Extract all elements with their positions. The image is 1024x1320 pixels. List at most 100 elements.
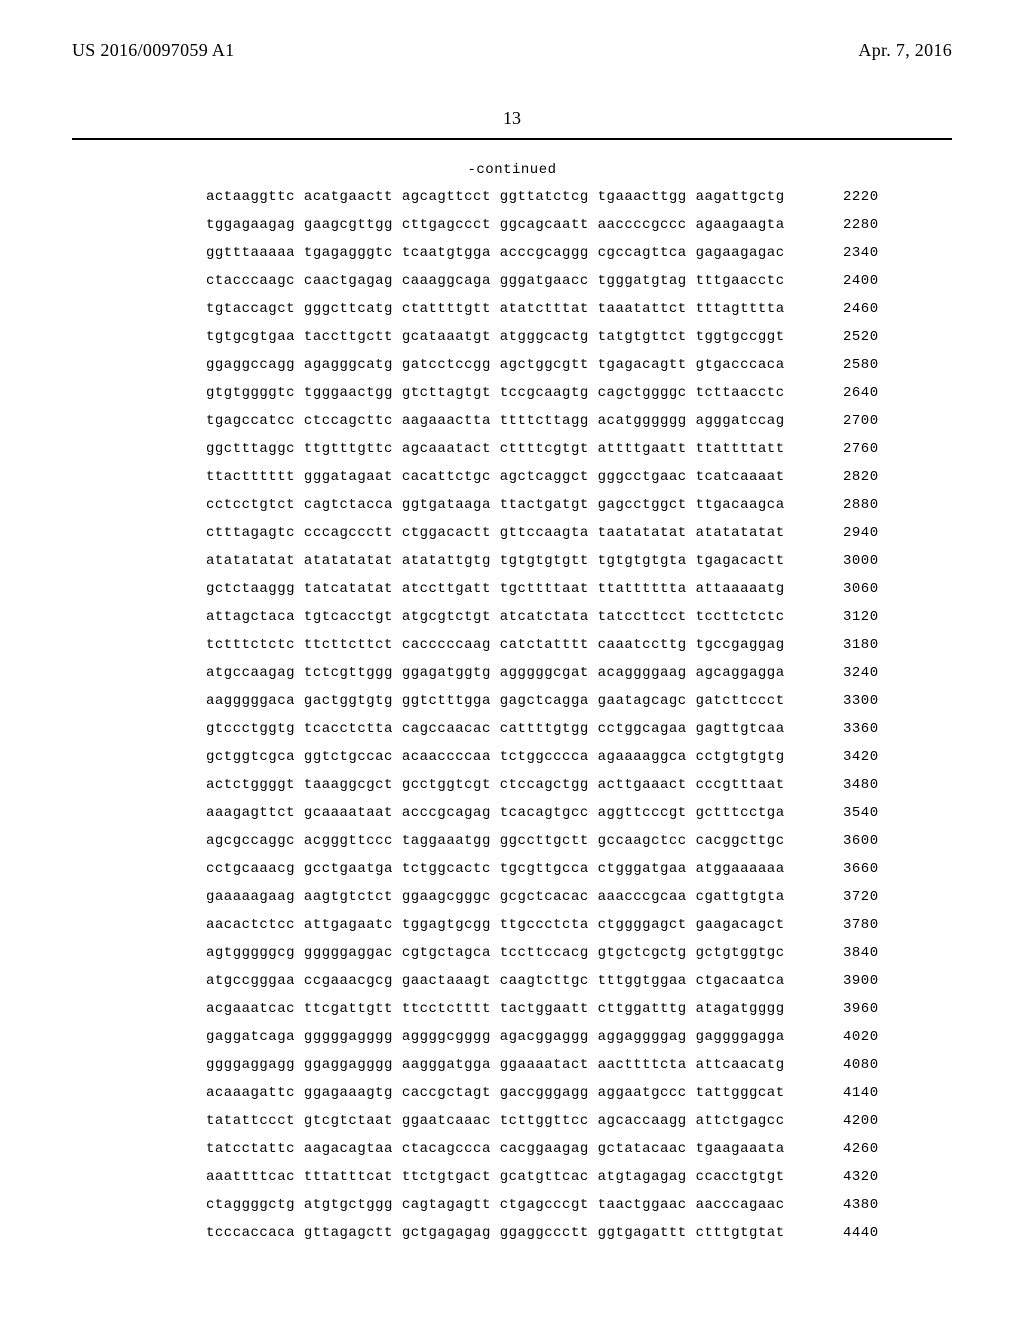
sequence-line: tatcctattc aagacagtaa ctacagccca cacggaa… [206, 1142, 879, 1170]
sequence-groups: actaaggttc acatgaactt agcagttcct ggttatc… [206, 190, 785, 204]
sequence-line: actctggggt taaaggcgct gcctggtcgt ctccagc… [206, 778, 879, 806]
sequence-position: 3300 [807, 694, 879, 708]
sequence-groups: gaaaaagaag aagtgtctct ggaagcgggc gcgctca… [206, 890, 785, 904]
sequence-position: 2580 [807, 358, 879, 372]
sequence-position: 3240 [807, 666, 879, 680]
sequence-line: atgccaagag tctcgttggg ggagatggtg agggggc… [206, 666, 879, 694]
sequence-line: tgtaccagct gggcttcatg ctattttgtt atatctt… [206, 302, 879, 330]
page-number: 13 [0, 108, 1024, 129]
sequence-position: 2940 [807, 526, 879, 540]
sequence-block: actaaggttc acatgaactt agcagttcct ggttatc… [206, 190, 879, 1254]
sequence-position: 4440 [807, 1226, 879, 1240]
sequence-position: 3600 [807, 834, 879, 848]
sequence-line: aaagagttct gcaaaataat acccgcagag tcacagt… [206, 806, 879, 834]
sequence-position: 4320 [807, 1170, 879, 1184]
sequence-groups: tctttctctc ttcttcttct cacccccaag catctat… [206, 638, 785, 652]
sequence-position: 2520 [807, 330, 879, 344]
sequence-position: 4140 [807, 1086, 879, 1100]
sequence-groups: ggggaggagg ggaggagggg aagggatgga ggaaaat… [206, 1058, 785, 1072]
sequence-line: aacactctcc attgagaatc tggagtgcgg ttgccct… [206, 918, 879, 946]
sequence-line: attagctaca tgtcacctgt atgcgtctgt atcatct… [206, 610, 879, 638]
sequence-groups: ctttagagtc cccagccctt ctggacactt gttccaa… [206, 526, 785, 540]
sequence-position: 3660 [807, 862, 879, 876]
sequence-groups: aagggggaca gactggtgtg ggtctttgga gagctca… [206, 694, 785, 708]
sequence-groups: cctcctgtct cagtctacca ggtgataaga ttactga… [206, 498, 785, 512]
sequence-position: 2400 [807, 274, 879, 288]
sequence-position: 3000 [807, 554, 879, 568]
sequence-groups: agtgggggcg gggggaggac cgtgctagca tccttcc… [206, 946, 785, 960]
continued-label-wrap: -continued [0, 160, 1024, 178]
sequence-groups: actctggggt taaaggcgct gcctggtcgt ctccagc… [206, 778, 785, 792]
sequence-groups: tcccaccaca gttagagctt gctgagagag ggaggcc… [206, 1226, 785, 1240]
sequence-line: atgccgggaa ccgaaacgcg gaactaaagt caagtct… [206, 974, 879, 1002]
sequence-line: acgaaatcac ttcgattgtt ttcctctttt tactgga… [206, 1002, 879, 1030]
sequence-line: gaggatcaga gggggagggg aggggcgggg agacgga… [206, 1030, 879, 1058]
page: US 2016/0097059 A1 Apr. 7, 2016 13 -cont… [0, 0, 1024, 1320]
sequence-position: 2820 [807, 470, 879, 484]
sequence-groups: gtgtggggtc tgggaactgg gtcttagtgt tccgcaa… [206, 386, 785, 400]
sequence-groups: aacactctcc attgagaatc tggagtgcgg ttgccct… [206, 918, 785, 932]
sequence-position: 3840 [807, 946, 879, 960]
sequence-line: gtccctggtg tcacctctta cagccaacac cattttg… [206, 722, 879, 750]
sequence-position: 2340 [807, 246, 879, 260]
sequence-line: aaattttcac tttatttcat ttctgtgact gcatgtt… [206, 1170, 879, 1198]
sequence-groups: gtccctggtg tcacctctta cagccaacac cattttg… [206, 722, 785, 736]
sequence-line: cctgcaaacg gcctgaatga tctggcactc tgcgttg… [206, 862, 879, 890]
sequence-position: 3360 [807, 722, 879, 736]
sequence-line: gctggtcgca ggtctgccac acaaccccaa tctggcc… [206, 750, 879, 778]
sequence-line: cctcctgtct cagtctacca ggtgataaga ttactga… [206, 498, 879, 526]
continued-label: -continued [467, 162, 556, 178]
sequence-position: 3060 [807, 582, 879, 596]
sequence-line: tcccaccaca gttagagctt gctgagagag ggaggcc… [206, 1226, 879, 1254]
sequence-groups: tatcctattc aagacagtaa ctacagccca cacggaa… [206, 1142, 785, 1156]
sequence-position: 2460 [807, 302, 879, 316]
sequence-position: 4020 [807, 1030, 879, 1044]
sequence-line: ctttagagtc cccagccctt ctggacactt gttccaa… [206, 526, 879, 554]
sequence-groups: aaattttcac tttatttcat ttctgtgact gcatgtt… [206, 1170, 785, 1184]
sequence-line: ggggaggagg ggaggagggg aagggatgga ggaaaat… [206, 1058, 879, 1086]
sequence-groups: ggtttaaaaa tgagagggtc tcaatgtgga acccgca… [206, 246, 785, 260]
sequence-line: aagggggaca gactggtgtg ggtctttgga gagctca… [206, 694, 879, 722]
sequence-line: agtgggggcg gggggaggac cgtgctagca tccttcc… [206, 946, 879, 974]
sequence-groups: tatattccct gtcgtctaat ggaatcaaac tcttggt… [206, 1114, 785, 1128]
publication-number: US 2016/0097059 A1 [72, 40, 234, 61]
sequence-position: 2760 [807, 442, 879, 456]
sequence-line: ggctttaggc ttgtttgttc agcaaatact cttttcg… [206, 442, 879, 470]
top-rule [72, 138, 952, 140]
sequence-position: 3960 [807, 1002, 879, 1016]
sequence-line: acaaagattc ggagaaagtg caccgctagt gaccggg… [206, 1086, 879, 1114]
sequence-line: tgagccatcc ctccagcttc aagaaactta ttttctt… [206, 414, 879, 442]
sequence-line: tctttctctc ttcttcttct cacccccaag catctat… [206, 638, 879, 666]
sequence-position: 3780 [807, 918, 879, 932]
sequence-line: tggagaagag gaagcgttgg cttgagccct ggcagca… [206, 218, 879, 246]
publication-date: Apr. 7, 2016 [858, 40, 952, 61]
sequence-position: 4380 [807, 1198, 879, 1212]
header-row: US 2016/0097059 A1 Apr. 7, 2016 [0, 40, 1024, 61]
sequence-groups: acgaaatcac ttcgattgtt ttcctctttt tactgga… [206, 1002, 785, 1016]
sequence-line: ggtttaaaaa tgagagggtc tcaatgtgga acccgca… [206, 246, 879, 274]
sequence-position: 2220 [807, 190, 879, 204]
sequence-groups: cctgcaaacg gcctgaatga tctggcactc tgcgttg… [206, 862, 785, 876]
sequence-position: 2700 [807, 414, 879, 428]
sequence-line: tgtgcgtgaa taccttgctt gcataaatgt atgggca… [206, 330, 879, 358]
sequence-groups: tgtgcgtgaa taccttgctt gcataaatgt atgggca… [206, 330, 785, 344]
sequence-position: 4260 [807, 1142, 879, 1156]
sequence-position: 3480 [807, 778, 879, 792]
sequence-line: gctctaaggg tatcatatat atccttgatt tgctttt… [206, 582, 879, 610]
sequence-line: atatatatat atatatatat atatattgtg tgtgtgt… [206, 554, 879, 582]
sequence-groups: agcgccaggc acgggttccc taggaaatgg ggccttg… [206, 834, 785, 848]
sequence-groups: gctggtcgca ggtctgccac acaaccccaa tctggcc… [206, 750, 785, 764]
sequence-groups: acaaagattc ggagaaagtg caccgctagt gaccggg… [206, 1086, 785, 1100]
sequence-position: 3180 [807, 638, 879, 652]
sequence-line: ctacccaagc caactgagag caaaggcaga gggatga… [206, 274, 879, 302]
sequence-position: 4200 [807, 1114, 879, 1128]
sequence-position: 3420 [807, 750, 879, 764]
sequence-groups: atgccaagag tctcgttggg ggagatggtg agggggc… [206, 666, 785, 680]
sequence-line: ttactttttt gggatagaat cacattctgc agctcag… [206, 470, 879, 498]
sequence-line: ctaggggctg atgtgctggg cagtagagtt ctgagcc… [206, 1198, 879, 1226]
sequence-line: actaaggttc acatgaactt agcagttcct ggttatc… [206, 190, 879, 218]
sequence-groups: ctaggggctg atgtgctggg cagtagagtt ctgagcc… [206, 1198, 785, 1212]
sequence-position: 3720 [807, 890, 879, 904]
sequence-position: 3120 [807, 610, 879, 624]
sequence-line: agcgccaggc acgggttccc taggaaatgg ggccttg… [206, 834, 879, 862]
